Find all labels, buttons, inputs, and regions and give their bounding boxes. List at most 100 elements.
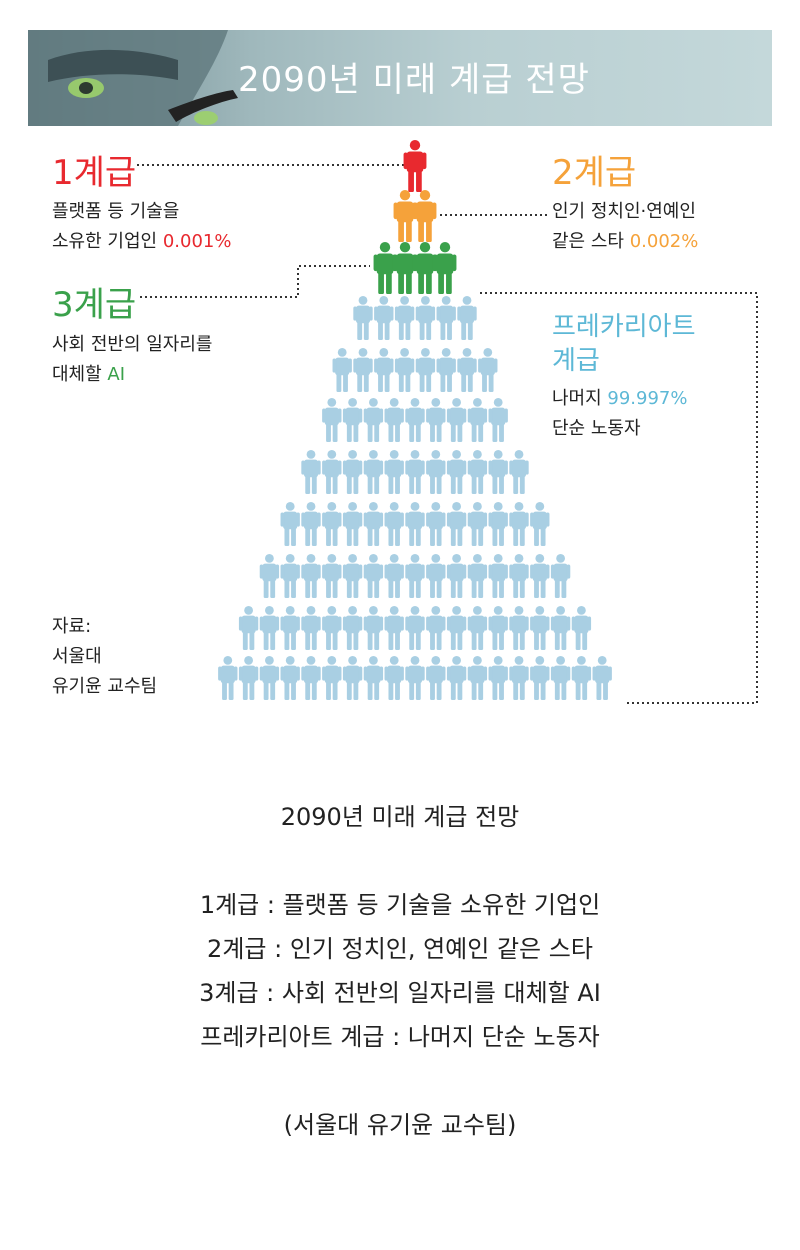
class2-line2: 같은 스타 <box>552 231 630 252</box>
person-figure <box>405 606 425 650</box>
person-figure <box>509 450 529 494</box>
person-figure <box>446 398 467 442</box>
person-figure <box>415 296 436 340</box>
class3-heading: 3계급 <box>52 285 137 325</box>
source-line1: 자료: <box>52 616 92 637</box>
person-figure <box>394 296 415 340</box>
person-figure <box>363 606 384 650</box>
person-figure <box>433 242 457 294</box>
person-figure <box>238 606 259 650</box>
person-figure <box>393 242 417 294</box>
person-figure <box>405 656 425 700</box>
precariat-description: 나머지 99.997% 단순 노동자 <box>552 384 688 444</box>
person-figure <box>436 296 456 340</box>
person-figure <box>322 554 342 598</box>
person-figure <box>301 450 321 494</box>
robot-face-illustration <box>28 30 238 126</box>
person-figure <box>467 656 488 700</box>
person-figure <box>426 656 446 700</box>
person-figure <box>488 450 508 494</box>
person-figure <box>592 656 612 700</box>
person-figure <box>446 656 467 700</box>
person-figure <box>301 554 321 598</box>
person-figure <box>384 554 404 598</box>
person-figure <box>353 296 373 340</box>
caption-line-1: 1계급 : 플랫폼 등 기술을 소유한 기업인 <box>199 891 601 919</box>
person-figure <box>384 656 404 700</box>
person-figure <box>426 554 446 598</box>
person-figure <box>394 348 415 392</box>
class1-share: 0.001% <box>162 231 232 252</box>
caption-title: 2090년 미래 계급 전망 <box>280 803 520 831</box>
person-figure <box>426 502 446 546</box>
person-figure <box>457 348 477 392</box>
person-figure <box>301 606 321 650</box>
source-line3: 유기윤 교수팀 <box>52 676 158 697</box>
person-figure <box>259 606 280 650</box>
person-figure <box>405 450 425 494</box>
person-figure <box>322 398 342 442</box>
precariat-heading-line1: 프레카리아트 <box>552 312 696 342</box>
person-figure <box>363 554 384 598</box>
person-figure <box>393 190 417 242</box>
person-figure <box>301 502 321 546</box>
person-figure <box>467 606 488 650</box>
person-figure <box>413 242 437 294</box>
person-figure <box>259 656 280 700</box>
person-figure <box>488 606 508 650</box>
person-figure <box>280 606 300 650</box>
person-figure <box>342 398 363 442</box>
person-figure <box>280 554 300 598</box>
precariat-heading-line2: 계급 <box>552 346 600 376</box>
person-figure <box>457 296 477 340</box>
person-figure <box>363 656 384 700</box>
person-figure <box>509 502 529 546</box>
person-figure <box>550 656 571 700</box>
person-figure <box>384 502 404 546</box>
person-figure <box>405 502 425 546</box>
person-figure <box>322 502 342 546</box>
population-pyramid <box>137 140 758 704</box>
person-figure <box>446 450 467 494</box>
banner-title: 2090년 미래 계급 전망 <box>238 60 590 100</box>
class2-heading: 2계급 <box>552 153 637 193</box>
class1-description: 플랫폼 등 기술을 소유한 기업인 0.001% <box>52 197 231 257</box>
leader-line-class3 <box>140 265 370 298</box>
person-figure <box>426 398 446 442</box>
person-figure <box>342 450 363 494</box>
person-figure <box>374 296 394 340</box>
person-figure <box>478 348 498 392</box>
person-figure <box>446 502 467 546</box>
class1-heading: 1계급 <box>52 153 137 193</box>
person-figure <box>342 606 363 650</box>
source-line2: 서울대 <box>52 646 102 667</box>
person-figure <box>280 502 300 546</box>
source-note: 자료: 서울대 유기윤 교수팀 <box>52 612 157 702</box>
caption-line-4: 프레카리아트 계급 : 나머지 단순 노동자 <box>200 1023 600 1051</box>
caption-block: 2090년 미래 계급 전망 1계급 : 플랫폼 등 기술을 소유한 기업인 2… <box>0 795 800 1147</box>
person-figure <box>571 656 592 700</box>
person-figure <box>322 656 342 700</box>
person-figure <box>509 656 529 700</box>
precariat-share: 99.997% <box>607 388 688 409</box>
person-figure <box>403 140 427 192</box>
person-figure <box>488 398 508 442</box>
precariat-line1: 나머지 <box>552 388 608 409</box>
person-figure <box>373 242 397 294</box>
person-figure <box>342 656 363 700</box>
person-figure <box>467 502 488 546</box>
caption-line-3: 3계급 : 사회 전반의 일자리를 대체할 AI <box>199 979 601 1007</box>
person-figure <box>550 554 571 598</box>
person-figure <box>488 656 508 700</box>
precariat-heading: 프레카리아트 계급 <box>552 310 696 378</box>
person-figure <box>405 554 425 598</box>
person-figure <box>446 554 467 598</box>
person-figure <box>415 348 436 392</box>
caption-line-2: 2계급 : 인기 정치인, 연예인 같은 스타 <box>207 935 593 963</box>
person-figure <box>374 348 394 392</box>
title-banner: 2090년 미래 계급 전망 <box>28 30 772 126</box>
person-figure <box>405 398 425 442</box>
class-pyramid-infographic: 2090년 미래 계급 전망 1계급 플랫폼 등 기술을 소유한 기업인 0.0… <box>28 30 772 704</box>
person-figure <box>509 554 529 598</box>
person-figure <box>322 450 342 494</box>
